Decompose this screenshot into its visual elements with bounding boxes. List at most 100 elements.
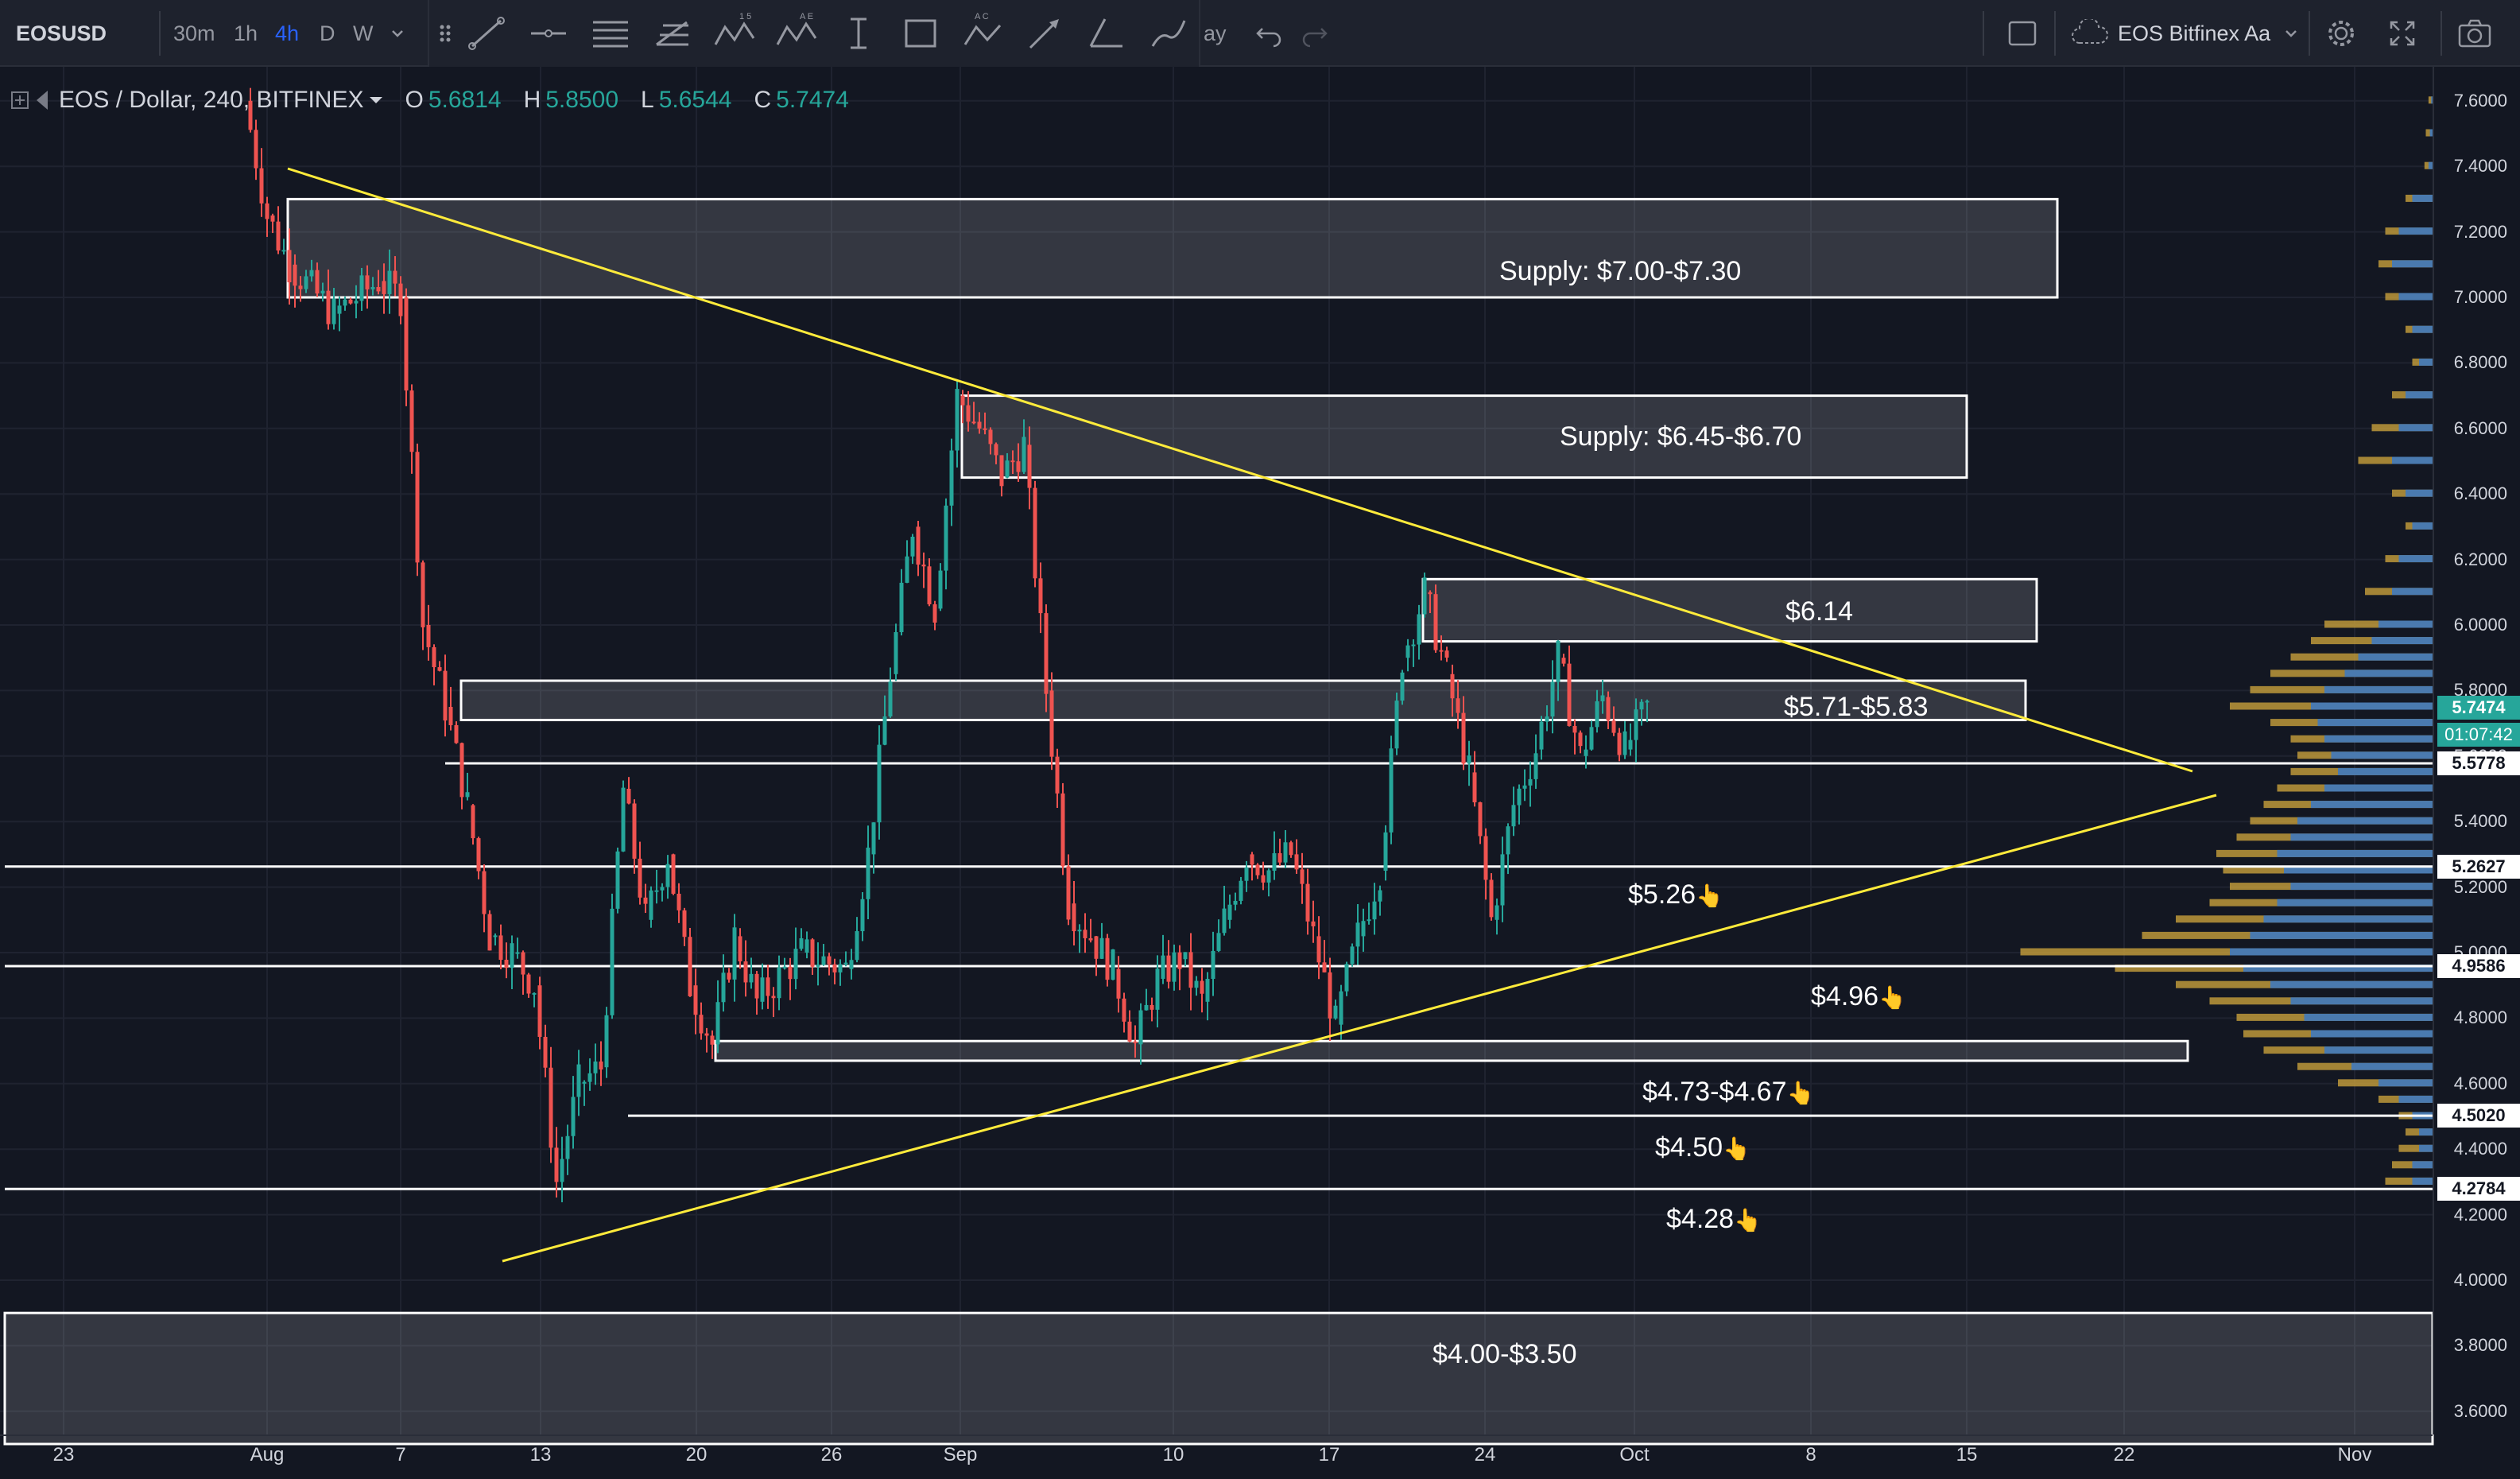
candle-body <box>1561 658 1566 664</box>
fib-retracement-icon[interactable] <box>647 8 698 59</box>
candle-body <box>994 444 998 456</box>
candle-body <box>1316 936 1321 963</box>
time-tick: 20 <box>685 1444 708 1465</box>
flag-icon[interactable] <box>37 91 48 110</box>
price-tick: 4.8000 <box>2453 1007 2507 1028</box>
candle-body <box>1022 437 1026 472</box>
candle-body <box>343 299 347 306</box>
square-icon[interactable] <box>2006 0 2038 67</box>
candle-body <box>1211 950 1215 980</box>
symbol-search[interactable]: EOSUSD <box>16 11 159 56</box>
candle-body <box>732 927 737 980</box>
layout-selector[interactable]: EOS Bitfinex Aa <box>2070 11 2301 56</box>
candle-body <box>543 1036 548 1068</box>
candle-body <box>1439 650 1444 652</box>
xabcd-pattern-icon[interactable]: 1 5 <box>709 8 760 59</box>
candle-body <box>337 305 342 314</box>
candle-body <box>1083 930 1087 938</box>
candle-body <box>515 952 520 954</box>
legend-dropdown-icon[interactable] <box>370 97 383 103</box>
candle-body <box>298 285 303 289</box>
volume-profile <box>2020 96 2433 1185</box>
zone-rectangle <box>459 679 2027 721</box>
candle-body <box>1572 725 1577 733</box>
volume-bar-down <box>2419 1144 2433 1152</box>
candle-body <box>604 1015 609 1068</box>
candle-body <box>849 960 854 969</box>
svg-text:A E: A E <box>800 12 813 21</box>
candle-body <box>1188 952 1193 988</box>
candle-body <box>1350 946 1355 965</box>
trend-line-icon[interactable] <box>461 8 512 59</box>
candle-body <box>1016 461 1021 472</box>
abcd-pattern-icon[interactable]: A C <box>957 8 1008 59</box>
toolbar-separator <box>2309 11 2310 56</box>
chevron-down-icon[interactable] <box>390 0 405 67</box>
candle-body <box>944 505 948 571</box>
angle-icon[interactable] <box>1081 8 1132 59</box>
volume-bar-down <box>2243 965 2433 972</box>
candle-body <box>910 536 915 557</box>
gear-icon[interactable] <box>2324 0 2358 67</box>
symbol-title[interactable]: EOS / Dollar, 240, BITFINEX <box>59 87 364 113</box>
parallel-channel-icon[interactable] <box>585 8 636 59</box>
interval-d[interactable]: D <box>320 21 335 45</box>
time-tick: 23 <box>52 1444 75 1465</box>
volume-bar-down <box>2431 96 2433 104</box>
rectangle-icon[interactable] <box>895 8 946 59</box>
price-tick: 3.6000 <box>2453 1400 2507 1421</box>
zone-rectangles <box>3 197 2434 1446</box>
candle-body <box>276 221 281 250</box>
chevron-down-icon <box>2285 30 2297 37</box>
price-chart[interactable] <box>0 67 2520 1479</box>
interval-1h[interactable]: 1h <box>234 21 258 45</box>
redo-icon[interactable] <box>1301 0 1329 67</box>
candle-body <box>560 1159 564 1182</box>
truncated-toolbar-label[interactable]: ay <box>1204 21 1227 45</box>
candle-body <box>1049 690 1054 757</box>
candle-body <box>1489 879 1494 918</box>
candle-body <box>1239 880 1243 901</box>
pointing-hand-icon: 👆 <box>1786 1081 1815 1105</box>
candle-body <box>1405 645 1410 658</box>
interval-4h[interactable]: 4h <box>275 21 300 45</box>
legend-collapse-icon[interactable] <box>11 91 29 109</box>
candle-body <box>804 939 809 953</box>
arrow-icon[interactable] <box>1019 8 1070 59</box>
time-tick: Nov <box>2337 1444 2372 1465</box>
volume-bar-down <box>2311 801 2433 809</box>
interval-30m[interactable]: 30m <box>173 21 215 45</box>
drag-handle-icon[interactable] <box>436 8 455 59</box>
elliott-wave-icon[interactable]: A E <box>771 8 822 59</box>
candle-body <box>882 716 887 745</box>
price-scale[interactable]: 7.6000 7.4000 7.2000 7.0000 6.8000 6.6000 6.40… <box>2433 67 2520 1434</box>
candle-body <box>1344 964 1349 992</box>
candle-body <box>582 1081 587 1084</box>
candle-body <box>1005 460 1010 478</box>
svg-text:1 5: 1 5 <box>739 12 751 21</box>
candle-body <box>1394 701 1399 749</box>
volume-bar-down <box>2344 670 2433 677</box>
pointing-hand-icon: 👆 <box>1878 985 1906 1010</box>
camera-icon[interactable] <box>2456 0 2493 67</box>
candle-body <box>699 1015 704 1034</box>
candle-body <box>727 972 731 980</box>
candle-body <box>593 1061 598 1073</box>
candle-body <box>521 952 525 975</box>
candle-body <box>1155 969 1160 1010</box>
candle-body <box>1467 755 1471 764</box>
horizontal-ray-icon[interactable] <box>523 8 574 59</box>
candle-body <box>1533 753 1538 779</box>
candle-body <box>988 429 993 444</box>
candle-body <box>782 966 787 969</box>
brush-icon[interactable] <box>1143 8 1194 59</box>
candle-body <box>437 667 442 671</box>
undo-icon[interactable] <box>1254 0 1283 67</box>
candle-body <box>1472 772 1477 803</box>
candle-body <box>482 871 487 914</box>
candle-body <box>832 964 837 972</box>
time-scale[interactable]: 23 Aug 7 13 20 26 Sep 10 17 24 Oct 8 15 22 Nov <box>0 1434 2433 1479</box>
interval-w[interactable]: W <box>353 21 374 45</box>
fullscreen-icon[interactable] <box>2388 0 2417 67</box>
price-range-icon[interactable] <box>833 8 884 59</box>
